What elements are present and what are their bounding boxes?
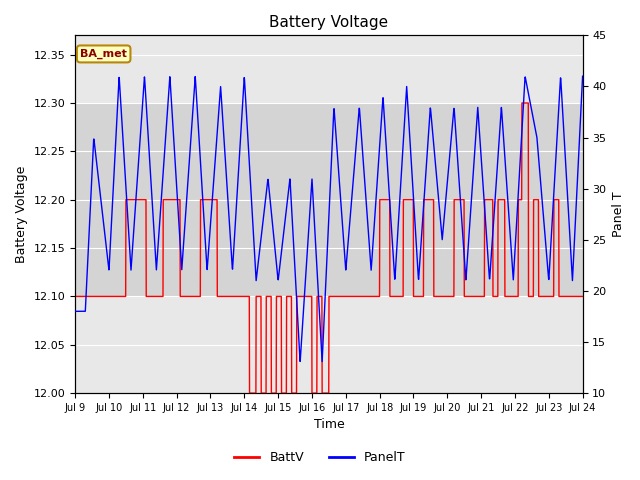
Text: BA_met: BA_met [80, 49, 127, 59]
X-axis label: Time: Time [314, 419, 344, 432]
Legend: BattV, PanelT: BattV, PanelT [229, 446, 411, 469]
Y-axis label: Panel T: Panel T [612, 192, 625, 237]
Y-axis label: Battery Voltage: Battery Voltage [15, 166, 28, 263]
Bar [75, 103, 582, 297]
Title: Battery Voltage: Battery Voltage [269, 15, 388, 30]
